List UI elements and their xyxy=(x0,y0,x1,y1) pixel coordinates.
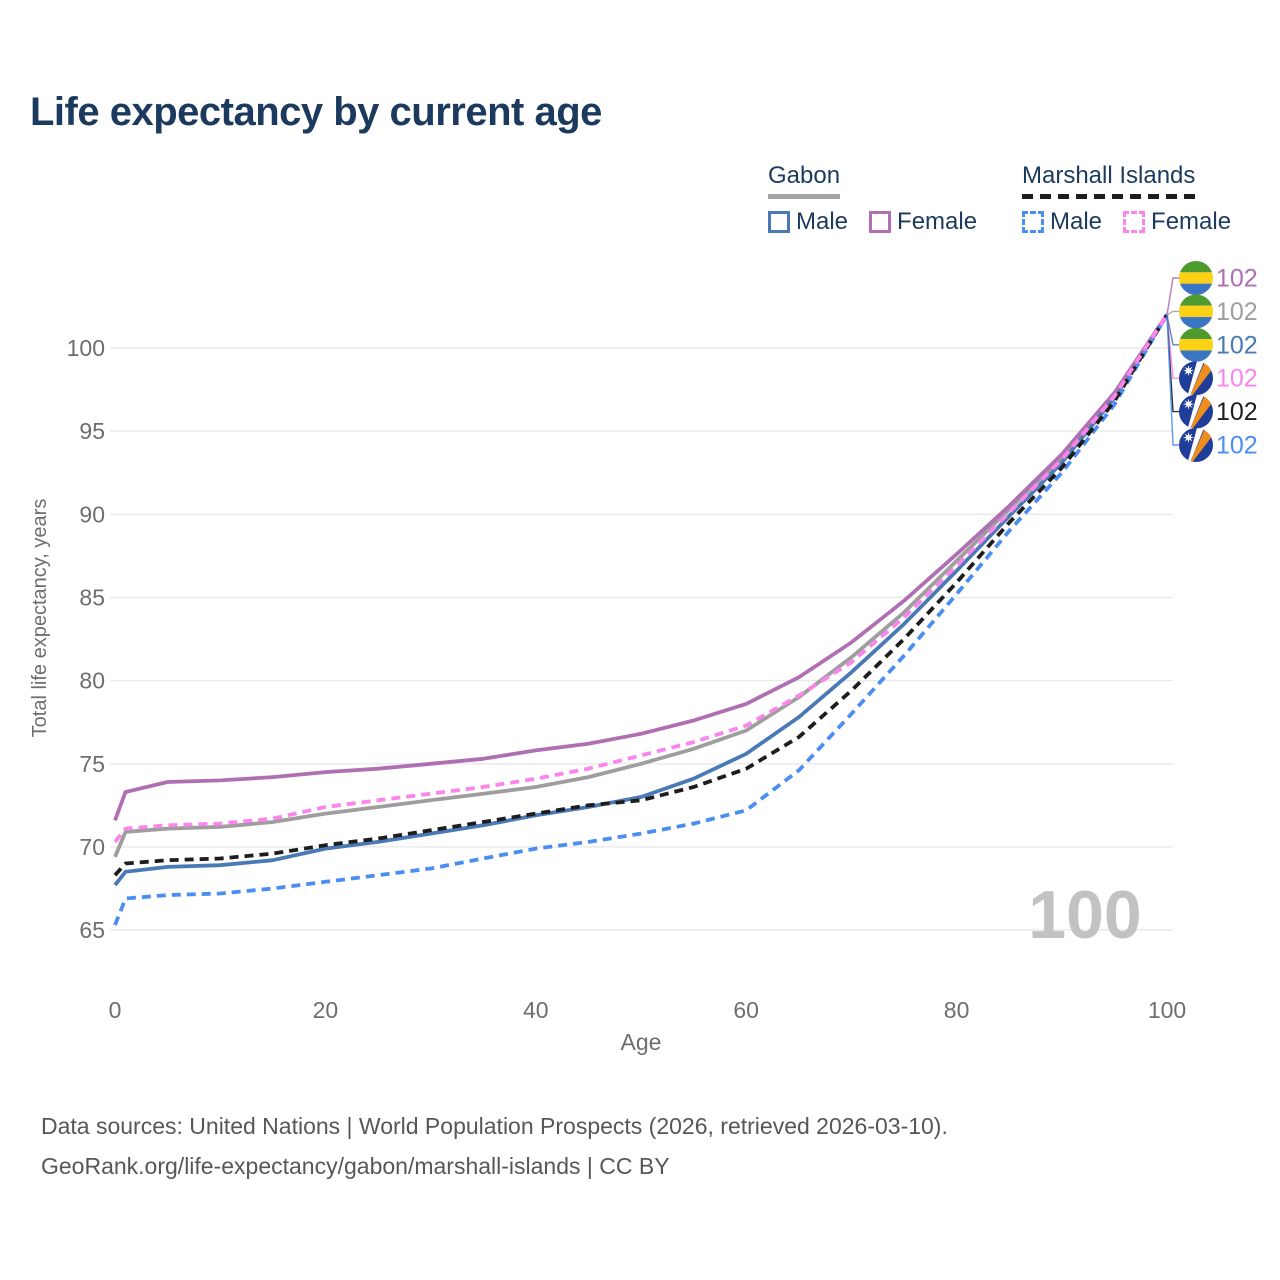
marshall-islands-female-label[interactable]: Female xyxy=(1151,208,1232,235)
x-tick-40: 40 xyxy=(523,997,549,1023)
end-value-gabon-male: 102 xyxy=(1216,331,1258,359)
end-leader-gabon-all xyxy=(1166,310,1179,316)
hover-age-watermark: 100 xyxy=(1028,877,1141,953)
x-tick-60: 60 xyxy=(733,997,759,1023)
gabon-flag-icon xyxy=(1179,261,1213,295)
gabon-female-swatch[interactable] xyxy=(869,211,892,233)
legend-group-gabon: Gabon Male Female xyxy=(768,162,998,236)
x-axis-label: Age xyxy=(621,1029,662,1055)
legend-country-gabon[interactable]: Gabon xyxy=(768,162,841,199)
marshall-islands-flag-icon xyxy=(1179,428,1213,462)
line-marshall-islands-female xyxy=(113,313,1169,844)
end-value-marshall-islands-male: 102 xyxy=(1216,432,1258,460)
gabon-male-label[interactable]: Male xyxy=(796,208,849,235)
marshall-islands-line-style-sample xyxy=(1022,194,1196,199)
x-tick-100: 100 xyxy=(1148,997,1186,1023)
legend-country-gabon-label: Gabon xyxy=(768,162,841,189)
footer: Data sources: United Nations | World Pop… xyxy=(41,1106,948,1186)
plot-hover-area[interactable] xyxy=(113,310,1173,935)
line-marshall-islands-all xyxy=(113,313,1169,877)
y-tick-70: 70 xyxy=(79,834,105,860)
legend-country-marshall-islands-label: Marshall Islands xyxy=(1022,162,1196,189)
gabon-male-swatch[interactable] xyxy=(768,211,790,233)
end-value-marshall-islands-female: 102 xyxy=(1216,365,1258,393)
marshall-islands-flag-icon xyxy=(1179,394,1213,429)
y-tick-85: 85 xyxy=(79,585,105,611)
marshall-islands-male-label[interactable]: Male xyxy=(1050,208,1103,235)
end-leader-gabon-female xyxy=(1166,277,1179,315)
y-tick-65: 65 xyxy=(79,917,105,943)
gabon-female-label[interactable]: Female xyxy=(897,208,978,235)
x-tick-0: 0 xyxy=(109,997,122,1023)
gabon-line-style-sample xyxy=(768,194,841,199)
marshall-islands-male-swatch[interactable] xyxy=(1022,211,1044,233)
end-value-gabon-all: 102 xyxy=(1216,298,1258,326)
y-tick-100: 100 xyxy=(67,335,105,361)
legend-row-marshall-islands: Male Female xyxy=(1022,208,1252,236)
line-gabon-female xyxy=(113,313,1169,821)
line-gabon-male xyxy=(113,313,1169,887)
x-tick-20: 20 xyxy=(313,997,339,1023)
end-value-gabon-female: 102 xyxy=(1216,265,1258,293)
y-tick-80: 80 xyxy=(79,668,105,694)
legend-group-marshall-islands: Marshall Islands Male Female xyxy=(1022,162,1252,236)
end-leader-gabon-male xyxy=(1166,314,1179,346)
y-tick-90: 90 xyxy=(79,501,105,527)
end-value-marshall-islands-all: 102 xyxy=(1216,398,1258,426)
line-gabon-all xyxy=(113,313,1169,858)
page-title: Life expectancy by current age xyxy=(30,90,602,134)
legend-row-gabon: Male Female xyxy=(768,208,998,236)
end-leader-marshall-islands-male xyxy=(1166,314,1179,446)
footer-attribution-link[interactable]: GeoRank.org/life-expectancy/gabon/marsha… xyxy=(41,1153,670,1179)
y-tick-75: 75 xyxy=(79,751,105,777)
legend-country-marshall-islands[interactable]: Marshall Islands xyxy=(1022,162,1196,199)
y-axis-label: Total life expectancy, years xyxy=(29,499,51,738)
y-tick-95: 95 xyxy=(79,418,105,444)
x-tick-80: 80 xyxy=(944,997,970,1023)
marshall-islands-flag-icon xyxy=(1179,361,1213,396)
gabon-flag-icon xyxy=(1179,327,1213,362)
marshall-islands-female-swatch[interactable] xyxy=(1123,211,1146,233)
gabon-flag-icon xyxy=(1179,294,1213,329)
footer-data-sources: Data sources: United Nations | World Pop… xyxy=(41,1113,948,1139)
